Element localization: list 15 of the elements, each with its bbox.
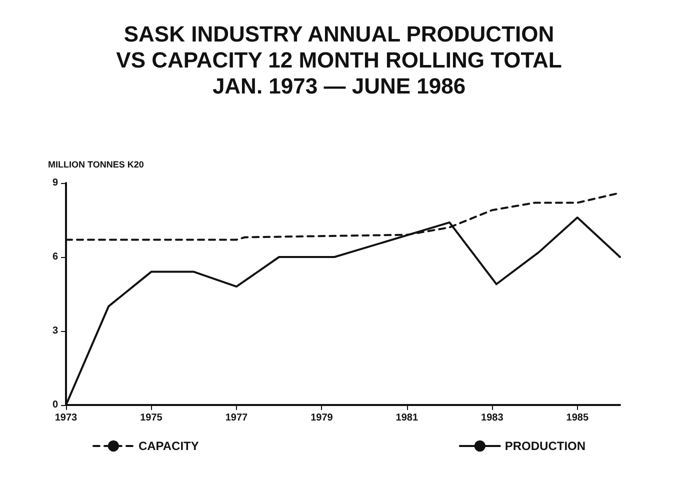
x-tick-label: 1977 — [225, 412, 248, 424]
y-tick-label: 9 — [52, 178, 58, 188]
legend-label: CAPACITY — [138, 439, 199, 453]
x-tick-label: 1973 — [54, 412, 78, 424]
x-tick-label: 1981 — [396, 412, 418, 424]
x-tick-label: 1975 — [140, 412, 163, 424]
x-tick-label: 1983 — [481, 412, 504, 424]
y-axis-title: MILLION TONNES K20 — [48, 160, 144, 170]
y-tick-label: 0 — [52, 400, 58, 410]
y-tick-label: 3 — [52, 326, 58, 336]
legend-label: PRODUCTION — [504, 439, 586, 453]
x-tick-label: 1979 — [310, 412, 334, 424]
y-tick-label: 6 — [52, 252, 58, 262]
x-tick-label: 1985 — [566, 412, 589, 424]
chart-title: SASK INDUSTRY ANNUAL PRODUCTION VS CAPACITY 12 MONTH ROLLING TOTAL JAN. 1973 — JUNE 1986 — [116, 22, 562, 98]
